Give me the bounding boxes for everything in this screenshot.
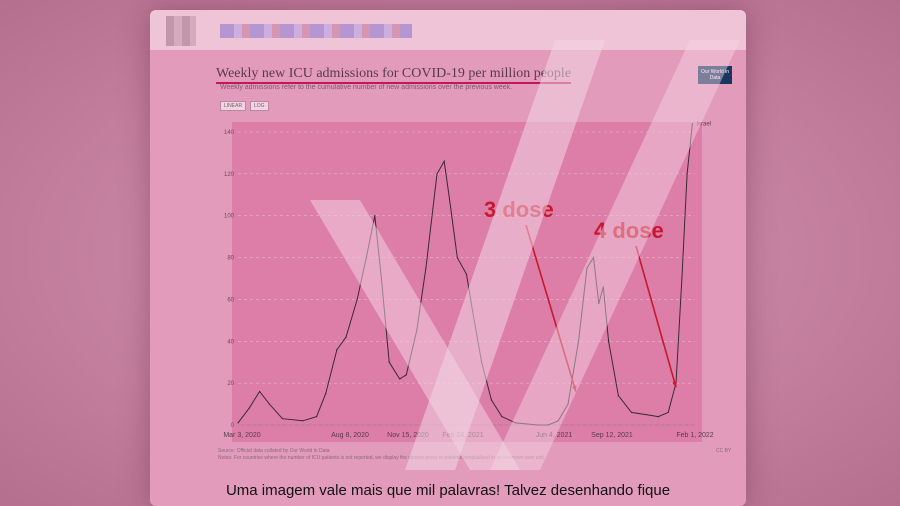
data-point (480, 361, 483, 363)
y-tick-label: 40 (227, 339, 234, 345)
line-chart: 0 20 40 60 80 100 120 140 Mar 3, 2020 Aug 8, 2020… (223, 122, 713, 439)
y-tick-label: 60 (227, 297, 234, 303)
data-point (592, 256, 595, 259)
data-point (617, 395, 619, 397)
data-point (667, 411, 669, 414)
data-point (681, 277, 683, 280)
x-tick-label: Nov 15, 2020 (387, 432, 429, 439)
y-tick-label: 140 (224, 130, 235, 136)
data-point (456, 256, 458, 259)
data-point (336, 349, 338, 351)
data-point (691, 123, 693, 125)
data-point (388, 361, 390, 363)
post-caption: Uma imagem vale mais que mil palavras! T… (225, 482, 671, 499)
chart-subtitle: Weekly admissions refer to the cumulativ… (220, 84, 513, 91)
series-end-label: Israel (696, 122, 711, 128)
data-point (557, 420, 559, 422)
data-point (248, 407, 250, 409)
data-point (325, 393, 327, 395)
data-point (537, 424, 539, 426)
social-post-card: Weekly new ICU admissions for COVID-19 p… (150, 10, 746, 506)
data-point (281, 418, 284, 420)
data-point (515, 422, 517, 424)
license-label: CC BY (716, 448, 732, 454)
data-point (356, 298, 358, 301)
data-point (345, 336, 347, 338)
x-tick-label: Jun 4, 2021 (536, 432, 573, 439)
x-tick-label: Aug 8, 2020 (331, 432, 369, 439)
avatar[interactable] (166, 16, 196, 46)
post-header (150, 10, 746, 50)
data-point (436, 173, 438, 175)
data-point (443, 160, 445, 162)
y-tick-label: 120 (224, 172, 235, 178)
data-point (644, 413, 646, 416)
data-point (380, 277, 382, 280)
notes-text: Notes: For countries where the number of… (218, 455, 546, 461)
y-tick-label: 0 (231, 423, 235, 429)
data-point (577, 340, 580, 342)
linear-scale-button[interactable]: LINEAR (220, 101, 247, 111)
data-point (465, 273, 468, 275)
annotation-label: 4 dose (594, 218, 664, 243)
data-point (259, 390, 261, 393)
x-tick-label: Mar 3, 2020 (223, 432, 260, 439)
data-point (268, 403, 271, 405)
annotation-arrow-head (572, 385, 577, 392)
data-point (237, 422, 239, 424)
data-point (598, 303, 600, 305)
data-point (602, 286, 604, 288)
annotation-arrow-head (672, 381, 677, 388)
x-tick-label: Feb 24, 2021 (442, 432, 483, 439)
data-point (374, 215, 376, 217)
y-tick-label: 100 (224, 214, 235, 220)
blurred-username[interactable] (220, 24, 412, 38)
source-note: Source: Official data collated by Our Wo… (218, 448, 330, 454)
data-point (302, 420, 304, 422)
y-tick-label: 80 (227, 256, 234, 262)
data-point (567, 403, 569, 405)
annotation-arrow-shaft (525, 224, 577, 392)
data-point (686, 173, 688, 175)
data-point (547, 424, 549, 426)
owid-logo: Our World in Data (698, 66, 732, 84)
annotation-label: 3 dose (484, 197, 554, 222)
data-point (490, 399, 492, 401)
data-point (501, 416, 503, 418)
x-tick-label: Sep 12, 2021 (591, 432, 633, 439)
y-tick-label: 20 (227, 381, 234, 387)
data-point (399, 378, 401, 380)
data-point (471, 309, 473, 311)
log-scale-button[interactable]: LOG (250, 101, 269, 111)
data-point (630, 411, 633, 414)
data-point (448, 198, 451, 200)
data-point (365, 256, 367, 259)
data-point (315, 416, 318, 418)
annotation-arrow-shaft (635, 245, 677, 388)
data-point (657, 416, 659, 418)
data-point (416, 330, 418, 332)
data-point (425, 267, 427, 269)
data-point (586, 267, 588, 269)
data-point (607, 340, 610, 342)
x-tick-label: Feb 1, 2022 (676, 432, 713, 439)
data-point (405, 374, 407, 376)
series-line (237, 123, 693, 426)
